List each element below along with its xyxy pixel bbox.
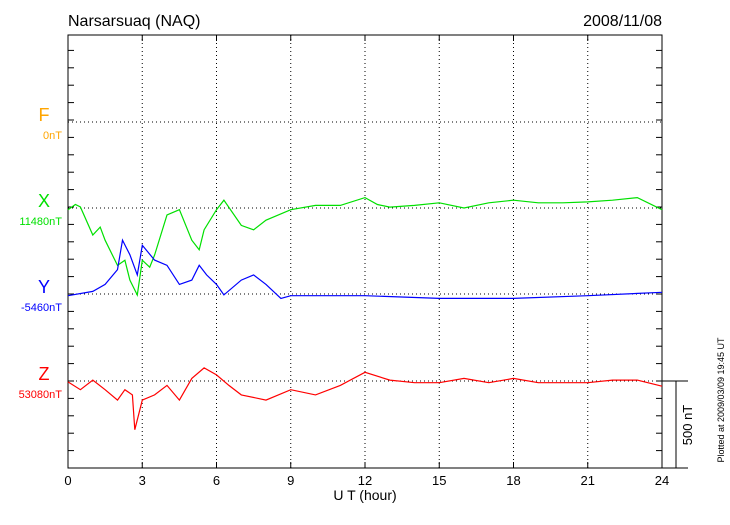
series-baseline-y: -5460nT	[21, 302, 62, 314]
series-baseline-f: 0nT	[43, 130, 62, 142]
plot-frame	[67, 34, 663, 469]
series-line-y	[67, 238, 663, 300]
series-line-x	[67, 196, 663, 297]
x-tick-label: 6	[213, 473, 220, 488]
chart-title: Narsarsuaq (NAQ)	[68, 13, 200, 30]
chart-date: 2008/11/08	[583, 13, 662, 30]
series-lines	[67, 196, 663, 430]
x-axis-label: U T (hour)	[333, 487, 396, 503]
series-name-y: Y	[38, 277, 50, 297]
series-baseline-x: 11480nT	[19, 216, 62, 228]
series-labels: F 0nT X 11480nT Y -5460nT Z 53080nT	[19, 105, 63, 401]
x-tick-label: 12	[358, 473, 372, 488]
series-name-f: F	[39, 105, 50, 125]
series-line-z	[67, 367, 663, 430]
x-tick-label: 9	[287, 473, 294, 488]
x-tick-label: 15	[432, 473, 446, 488]
grid	[68, 35, 662, 468]
scale-bar-label: 500 nT	[680, 405, 695, 446]
x-tick-label: 24	[655, 473, 669, 488]
axes: 0 3 6 9 12 15 18 21 24	[64, 34, 688, 488]
x-tick-label: 18	[506, 473, 520, 488]
x-tick-label: 3	[139, 473, 146, 488]
series-baseline-z: 53080nT	[19, 389, 63, 401]
series-name-z: Z	[39, 364, 50, 384]
x-tick-label: 0	[64, 473, 71, 488]
x-tick-label: 21	[581, 473, 595, 488]
plotted-note: Plotted at 2009/03/09 19:45 UT	[716, 337, 726, 463]
series-name-x: X	[38, 191, 50, 211]
